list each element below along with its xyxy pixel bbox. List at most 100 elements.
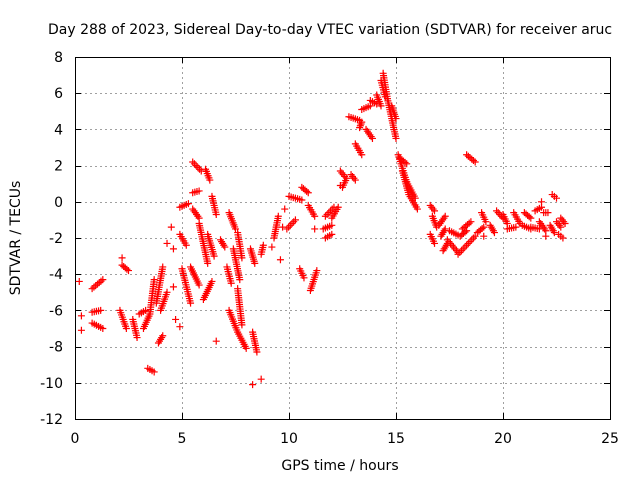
data-point [411,194,419,202]
data-point [238,254,246,262]
data-point [358,118,366,126]
data-point [259,241,267,249]
data-point [253,348,261,356]
data-point [187,299,195,307]
data-point [279,223,287,231]
data-point [478,224,486,232]
data-point [392,115,400,123]
data-point [77,326,85,334]
y-tick-label: -2 [49,231,63,247]
chart-title: Day 288 of 2023, Sidereal Day-to-day VTE… [48,22,612,38]
data-point [403,160,411,168]
data-point [441,212,449,220]
y-tick-label: 0 [54,195,63,211]
data-point [358,151,366,159]
data-point [525,213,533,221]
y-tick-label: -8 [49,340,63,356]
data-point [204,259,212,267]
data-point [298,196,306,204]
y-tick-label: 2 [54,159,63,175]
data-point [465,219,473,227]
data-point [97,306,105,314]
data-point [328,221,336,229]
data-point [163,288,171,296]
data-point [392,134,400,142]
data-point [221,243,229,251]
y-tick-label: -6 [49,303,63,319]
data-points [75,69,569,389]
data-point [401,158,409,166]
data-point [281,205,289,213]
data-point [150,368,158,376]
data-point [77,312,85,320]
data-point [169,283,177,291]
data-point [125,267,132,275]
data-point [304,189,312,197]
data-point [159,332,167,340]
data-point [368,134,376,142]
data-point [232,225,239,233]
data-point [471,158,479,166]
data-point [300,274,308,282]
data-point [75,277,83,285]
data-point [163,239,171,247]
data-point [172,315,180,323]
x-tick-label: 10 [280,431,298,447]
data-point [123,265,131,273]
data-point [150,276,158,284]
data-point [176,323,184,331]
data-point [377,102,385,110]
data-point [212,337,220,345]
data-point [303,187,311,195]
axis-ticks: 0 5 10 15 20 25 -12 -10 -8 -6 -4 -2 0 2 4 6 8 [40,50,619,447]
data-point [236,276,244,284]
data-point [343,174,351,182]
data-point [431,207,439,215]
data-point [133,334,141,342]
data-point [206,176,214,184]
y-tick-label: -12 [40,412,63,428]
x-axis-label: GPS time / hours [281,458,398,474]
data-point [122,325,130,332]
data-point [268,243,276,251]
data-point [441,225,449,233]
data-point [559,234,567,242]
data-point [291,216,299,224]
x-tick-label: 20 [494,431,512,447]
data-point [311,212,319,220]
data-point [538,198,546,206]
data-point [542,232,550,240]
data-point [274,212,282,220]
data-point [431,239,439,247]
data-point [212,210,220,218]
data-point [550,229,558,237]
data-point [208,277,216,285]
y-tick-label: 4 [54,122,63,138]
y-tick-label: -10 [40,376,63,392]
data-point [480,232,488,240]
data-point [182,241,190,249]
data-point [195,187,203,195]
y-tick-label: -4 [49,267,63,283]
data-point [276,256,284,264]
data-point [249,381,257,389]
data-point [159,263,167,271]
y-tick-label: 8 [54,50,63,66]
x-tick-label: 5 [178,431,187,447]
data-point [561,220,569,228]
data-point [184,200,192,208]
data-point [413,205,421,213]
data-point [557,223,565,231]
data-point [142,306,150,314]
data-point [227,279,235,287]
data-point [313,267,321,275]
data-point [527,214,535,222]
y-tick-label: 6 [54,86,63,102]
x-tick-label: 15 [387,431,405,447]
data-point [553,194,560,202]
x-tick-label: 25 [601,431,619,447]
data-point [334,203,342,211]
data-point [195,281,203,289]
x-tick-label: 0 [71,431,80,447]
